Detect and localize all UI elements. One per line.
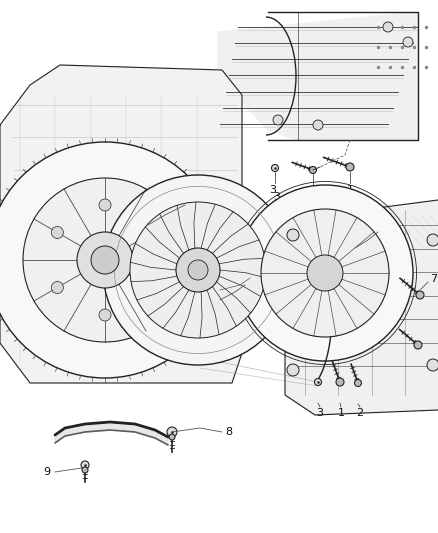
- Circle shape: [169, 434, 175, 440]
- Circle shape: [167, 427, 177, 437]
- Circle shape: [176, 248, 220, 292]
- Text: 2: 2: [357, 408, 364, 418]
- Text: 8: 8: [225, 427, 232, 437]
- Circle shape: [314, 378, 321, 385]
- Polygon shape: [218, 12, 418, 140]
- Circle shape: [287, 364, 299, 376]
- Circle shape: [237, 185, 413, 361]
- Text: 9: 9: [43, 467, 50, 477]
- Circle shape: [273, 115, 283, 125]
- Text: 1: 1: [338, 408, 345, 418]
- Circle shape: [427, 234, 438, 246]
- Circle shape: [414, 341, 422, 349]
- Polygon shape: [285, 200, 438, 415]
- Circle shape: [287, 229, 299, 241]
- Circle shape: [403, 37, 413, 47]
- Text: 5: 5: [248, 278, 255, 288]
- Text: 3: 3: [317, 408, 324, 418]
- Text: 3: 3: [273, 192, 280, 202]
- Circle shape: [354, 379, 361, 386]
- Circle shape: [313, 120, 323, 130]
- Circle shape: [310, 166, 317, 174]
- Text: 6: 6: [380, 225, 387, 235]
- Text: 2: 2: [311, 192, 318, 202]
- Circle shape: [91, 246, 119, 274]
- Circle shape: [82, 467, 88, 473]
- Text: 1: 1: [346, 185, 353, 195]
- Polygon shape: [55, 422, 168, 445]
- Text: 1: 1: [350, 190, 357, 200]
- Circle shape: [272, 165, 279, 172]
- Circle shape: [307, 255, 343, 291]
- Circle shape: [99, 309, 111, 321]
- Circle shape: [346, 163, 354, 171]
- Circle shape: [51, 281, 64, 294]
- Circle shape: [261, 209, 389, 337]
- Text: 7: 7: [430, 274, 437, 284]
- Circle shape: [336, 378, 344, 386]
- Circle shape: [147, 227, 159, 238]
- Circle shape: [99, 199, 111, 211]
- Circle shape: [188, 260, 208, 280]
- Circle shape: [416, 291, 424, 299]
- Circle shape: [130, 202, 266, 338]
- Circle shape: [23, 178, 187, 342]
- Circle shape: [81, 461, 89, 469]
- Text: 4: 4: [188, 197, 195, 207]
- Circle shape: [51, 227, 64, 238]
- Circle shape: [103, 175, 293, 365]
- Circle shape: [383, 22, 393, 32]
- Polygon shape: [0, 65, 242, 383]
- Circle shape: [147, 281, 159, 294]
- Text: 2: 2: [311, 187, 318, 197]
- Circle shape: [77, 232, 133, 288]
- Text: 3: 3: [269, 185, 276, 195]
- Circle shape: [0, 142, 223, 378]
- Circle shape: [427, 359, 438, 371]
